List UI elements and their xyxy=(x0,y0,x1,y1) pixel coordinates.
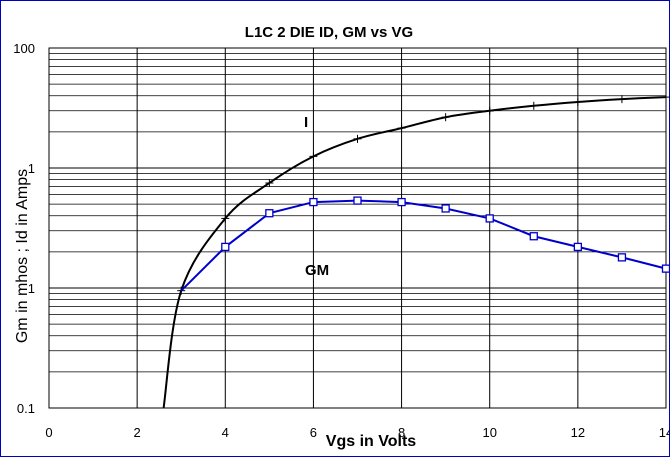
x-tick-label: 6 xyxy=(310,425,317,440)
y-tick-label: 1 xyxy=(28,161,35,176)
x-tick-label: 2 xyxy=(134,425,141,440)
x-tick-label: 8 xyxy=(398,425,405,440)
data-point xyxy=(662,93,670,102)
plot-area xyxy=(48,47,667,409)
data-point xyxy=(309,152,318,161)
data-point xyxy=(353,196,362,205)
data-point xyxy=(221,242,230,252)
x-tick-label: 14 xyxy=(659,425,670,440)
data-point xyxy=(441,113,450,122)
data-point xyxy=(529,101,538,110)
data-point xyxy=(617,95,626,104)
y-axis-title: Gm in mhos ; Id in Amps xyxy=(14,169,31,343)
series-label-i: I xyxy=(304,114,308,131)
chart-title: L1C 2 DIE ID, GM vs VG xyxy=(245,24,413,41)
data-point xyxy=(485,214,494,223)
data-point xyxy=(265,209,274,218)
data-point xyxy=(309,197,318,207)
x-tick-label: 10 xyxy=(482,425,496,440)
series-line xyxy=(180,199,667,292)
x-tick-label: 4 xyxy=(222,425,229,440)
x-axis-title: Vgs in Volts xyxy=(326,433,416,450)
data-point xyxy=(397,197,406,207)
x-tick-label: 12 xyxy=(571,425,585,440)
series-line xyxy=(162,96,667,409)
data-point xyxy=(221,214,230,223)
y-tick-label: 0.1 xyxy=(17,401,35,416)
data-point xyxy=(485,106,494,115)
data-point xyxy=(441,204,450,213)
data-point xyxy=(617,253,627,262)
data-point xyxy=(353,134,362,143)
series-label-gm: GM xyxy=(305,262,329,279)
data-point xyxy=(661,264,670,273)
y-tick-label: 100 xyxy=(13,41,35,56)
data-point xyxy=(573,97,582,106)
data-point xyxy=(397,124,406,133)
tick-labels: 0 2 4 6 8 10 12 14 0.1 1 1 100 xyxy=(13,41,670,440)
x-tick-label: 0 xyxy=(45,425,52,440)
data-point xyxy=(265,178,274,187)
y-tick-label: 1 xyxy=(28,281,35,296)
series-gm xyxy=(180,196,670,292)
series-layer xyxy=(162,93,670,409)
data-point xyxy=(529,232,538,241)
data-point xyxy=(573,242,583,252)
